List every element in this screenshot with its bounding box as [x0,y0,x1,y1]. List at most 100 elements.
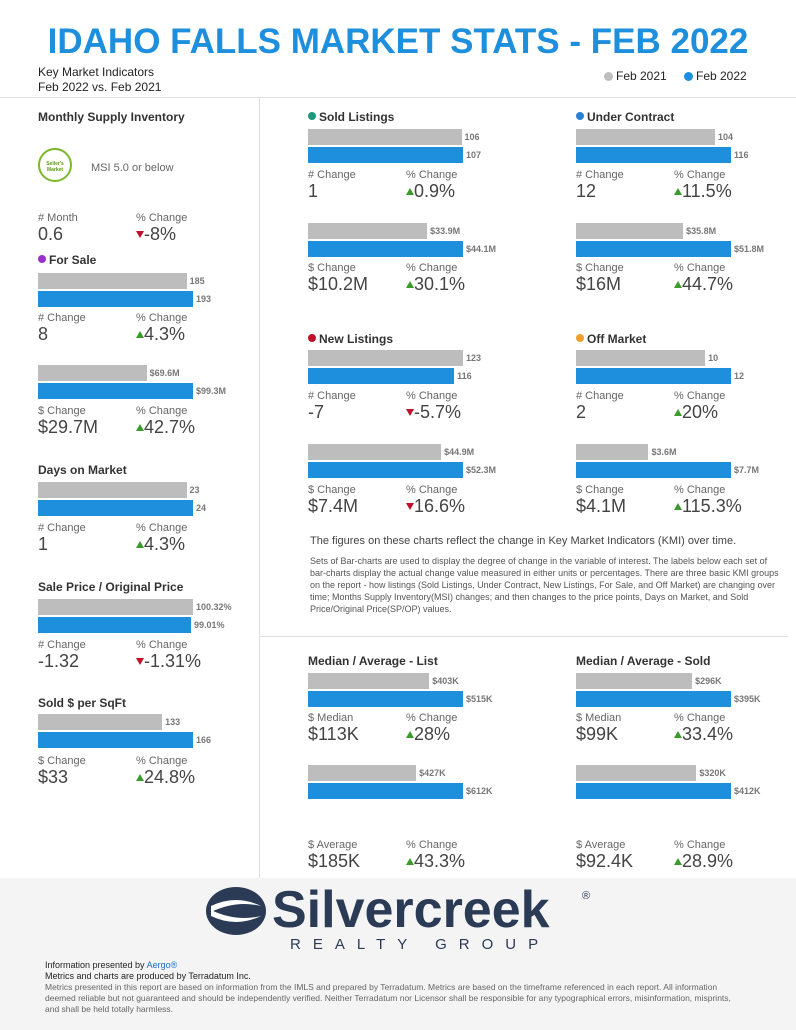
stat-value: 16.6% [414,496,466,516]
stat-value: 12 [576,181,597,201]
bar-label: $7.7M [734,465,760,475]
bar [308,147,463,163]
bar [38,291,193,307]
note-body: Sets of Bar-charts are used to display t… [310,556,779,614]
stat-value: $99K [576,724,619,744]
stat-value: -5.7% [414,402,462,422]
trend-arrow [406,188,414,195]
stat-label: % Change [406,169,458,181]
panel-title: Sold $ per SqFt [38,696,127,710]
bar-label: $412K [734,786,761,796]
bar [576,783,731,799]
trend-arrow [406,731,414,738]
stat-value: 8 [38,324,49,344]
stat-value: $185K [308,851,361,871]
logo-emblem [205,886,267,936]
badge [38,148,72,182]
bar [576,673,693,689]
bar-label: $44.9M [444,447,475,457]
bar-label: 100.32% [196,602,232,612]
stat-value: 0.9% [414,181,456,201]
subtitle: Feb 2022 vs. Feb 2021 [38,80,162,94]
stat-label: % Change [136,405,188,417]
stat-value: -1.31% [144,651,202,671]
divider [260,636,788,637]
divider [259,98,260,878]
stat-label: $ Average [576,839,626,851]
trend-arrow [136,331,144,338]
stat-label: % Change [674,262,726,274]
legend-label: Feb 2021 [616,69,667,83]
bar-label: 166 [196,735,212,745]
logo-swoosh [211,900,261,912]
stat-label: $ Average [308,839,358,851]
bar-label: $35.8M [686,226,717,236]
bar [576,241,731,257]
panel-dot [308,334,316,342]
bar-label: $3.6M [651,447,677,457]
bar-label: 193 [196,294,212,304]
bar-label: 123 [466,353,482,363]
stat-label: $ Change [576,484,624,496]
bar [576,691,731,707]
bar-label: 116 [457,371,472,381]
badge-text: Seller's Market [46,161,64,173]
bar [38,273,187,289]
subtitle: Key Market Indicators [38,65,155,79]
stat-label: # Change [308,390,356,402]
panel-dot [38,255,46,263]
stat-value: 44.7% [682,274,734,294]
bar [38,714,163,730]
stat-label: # Change [308,169,356,181]
panel-title: Median / Average - Sold [576,654,711,668]
stat-value: 43.3% [414,851,466,871]
stat-label: % Change [406,484,458,496]
trend-arrow [406,858,414,865]
stat-value: $10.2M [308,274,369,294]
stat-label: % Change [674,839,726,851]
legend-dot [684,72,693,81]
presenter[interactable]: Aergo® [146,960,178,970]
bar-label: $51.8M [734,244,765,254]
bar [308,241,463,257]
bar [576,129,715,145]
stat-label: % Change [674,169,726,181]
bar-label: 104 [717,132,733,142]
stat-label: # Change [576,169,624,181]
bar [308,783,463,799]
legend-label: Feb 2022 [696,69,747,83]
stat-value: 28.9% [682,851,734,871]
trend-arrow [674,409,682,416]
panel-title: Off Market [587,332,647,346]
stat-label: % Change [406,390,458,402]
footer-presented: Information presented by Aergo® [45,960,177,970]
bar [38,365,147,381]
bar-label: $33.9M [430,226,461,236]
bar [576,350,706,366]
bar-label: $612K [466,786,493,796]
trend-arrow [136,231,144,238]
stat-label: $ Change [38,405,86,417]
bar [576,444,649,460]
stat-label: # Change [38,312,86,324]
bar-label: $52.3M [466,465,497,475]
bar [308,765,417,781]
trend-arrow [136,658,144,665]
bar-label: 99.01% [193,620,225,630]
stat-label: # Change [576,390,624,402]
stat-label: $ Change [308,262,356,274]
panel-title: Days on Market [38,463,127,477]
badge-note: MSI 5.0 or below [91,162,174,174]
bar [576,147,731,163]
stat-label: # Change [38,522,86,534]
logo-sub: REALTY GROUP [290,936,551,953]
presented: Information presented by [45,960,145,970]
stat-label: % Change [136,755,188,767]
bar-label: $403K [432,676,459,686]
bar [308,462,463,478]
bar [308,691,463,707]
stat-value: $7.4M [308,496,359,516]
bar-label: 106 [464,132,480,142]
stat-label: % Change [136,312,188,324]
bar [38,617,191,633]
